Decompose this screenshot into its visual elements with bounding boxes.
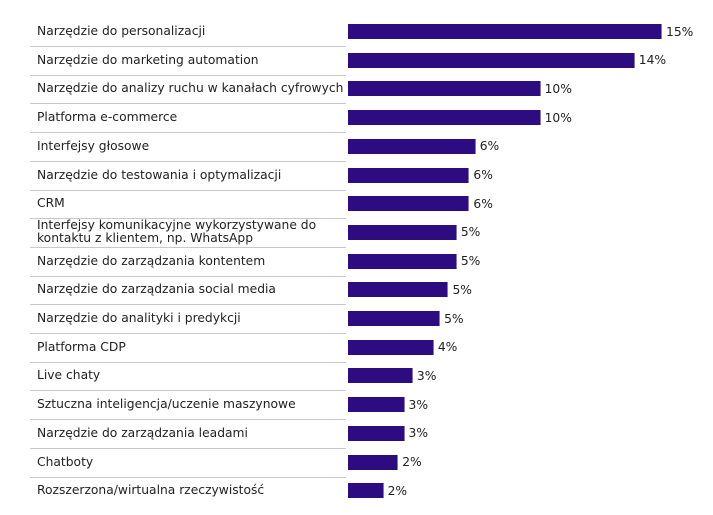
data-label: 6% xyxy=(479,139,500,154)
chart-row: Rozszerzona/wirtualna rzeczywistość 2% xyxy=(0,476,713,505)
bar xyxy=(348,81,541,97)
category-label: Narzędzie do marketing automation xyxy=(37,52,259,67)
category-label: Platforma CDP xyxy=(37,339,126,354)
chart-row: Platforma e-commerce 10% xyxy=(0,103,713,134)
row-divider xyxy=(30,160,346,162)
data-label: 3% xyxy=(416,368,437,383)
data-label: 10% xyxy=(544,81,572,96)
chart-row: Narzędzie do analityki i predykcji 5% xyxy=(0,304,713,334)
data-label: 10% xyxy=(544,110,572,125)
data-label: 15% xyxy=(666,24,694,39)
data-label: 6% xyxy=(473,196,493,211)
row-divider xyxy=(30,189,346,191)
bar xyxy=(348,339,434,355)
category-label: Chatboty xyxy=(37,454,94,469)
bar xyxy=(348,397,405,413)
data-label: 2% xyxy=(402,455,422,469)
chart-row: Interfejsy głosowe 6% xyxy=(0,132,713,162)
data-label: 3% xyxy=(408,397,429,412)
category-label: Narzędzie do zarządzania leadami xyxy=(37,425,248,440)
bar xyxy=(348,368,413,384)
row-divider xyxy=(30,132,346,134)
data-label: 14% xyxy=(638,53,667,68)
data-label: 3% xyxy=(408,426,429,441)
category-label: Interfejsy komunikacyjne wykorzystywane … xyxy=(37,218,317,246)
category-label: Rozszerzona/wirtualna rzeczywistość xyxy=(37,483,265,498)
row-divider xyxy=(30,46,346,47)
bar xyxy=(348,454,399,470)
data-label: 4% xyxy=(437,340,458,355)
bar xyxy=(348,282,449,298)
row-divider xyxy=(30,333,346,334)
bar xyxy=(348,138,476,154)
bar xyxy=(348,224,457,240)
row-divider xyxy=(30,390,346,392)
category-label: Platforma e-commerce xyxy=(37,110,178,125)
category-label: Narzędzie do personalizacji xyxy=(37,24,206,38)
row-divider xyxy=(30,246,346,248)
data-label: 5% xyxy=(460,254,481,269)
chart-row: Narzędzie do testowania i optymalizacji 6… xyxy=(0,161,713,191)
chart-row: Narzędzie do zarządzania leadami 3% xyxy=(0,419,713,449)
chart-row: CRM 6% xyxy=(0,189,713,220)
chart-row: Chatboty 2% xyxy=(0,448,713,478)
row-divider xyxy=(30,275,346,277)
chart-row: Narzędzie do marketing automation 14% xyxy=(0,46,713,76)
row-divider xyxy=(30,447,346,449)
data-label: 2% xyxy=(387,483,408,498)
row-divider xyxy=(30,74,346,76)
category-label: CRM xyxy=(37,196,65,211)
row-divider xyxy=(30,103,346,105)
bar xyxy=(348,167,470,183)
bar xyxy=(348,52,635,68)
chart-row: Live chaty 3% xyxy=(0,361,713,392)
chart-row: Platforma CDP 4% xyxy=(0,333,713,363)
row-divider xyxy=(30,419,346,421)
chart-row: Narzędzie do zarządzania kontentem 5% xyxy=(0,247,713,277)
row-divider xyxy=(30,361,346,363)
bar xyxy=(348,425,405,441)
chart-row: Narzędzie do zarządzania social media 5% xyxy=(0,275,713,306)
data-label: 6% xyxy=(473,168,493,182)
bar xyxy=(348,196,470,212)
category-label: Interfejsy głosowe xyxy=(37,138,150,153)
data-label: 5% xyxy=(444,311,464,326)
category-label: Sztuczna inteligencja/uczenie maszynowe xyxy=(37,397,296,412)
chart-row: Sztuczna inteligencja/uczenie maszynowe 3… xyxy=(0,390,713,421)
bar xyxy=(348,311,441,326)
category-label: Narzędzie do testowania i optymalizacji xyxy=(37,167,282,182)
data-label: 5% xyxy=(452,282,472,297)
bar xyxy=(348,483,384,499)
chart-row: Narzędzie do personalizacji 15% xyxy=(0,17,713,47)
category-label: Narzędzie do analizy ruchu w kanałach cy… xyxy=(37,81,344,96)
category-label: Narzędzie do zarządzania kontentem xyxy=(37,253,266,268)
bar xyxy=(348,24,662,39)
chart-row: Narzędzie do analizy ruchu w kanałach cy… xyxy=(0,74,713,105)
category-label: Narzędzie do analityki i predykcji xyxy=(37,311,241,325)
chart-row: Interfejsy komunikacyjne wykorzystywane … xyxy=(0,218,713,248)
data-label: 5% xyxy=(460,225,481,240)
bar xyxy=(348,253,457,269)
category-label: Narzędzie do zarządzania social media xyxy=(37,282,276,297)
row-divider xyxy=(30,218,346,220)
bar xyxy=(348,110,541,126)
row-divider xyxy=(30,476,346,478)
row-divider xyxy=(30,304,346,306)
category-label: Live chaty xyxy=(37,368,101,383)
